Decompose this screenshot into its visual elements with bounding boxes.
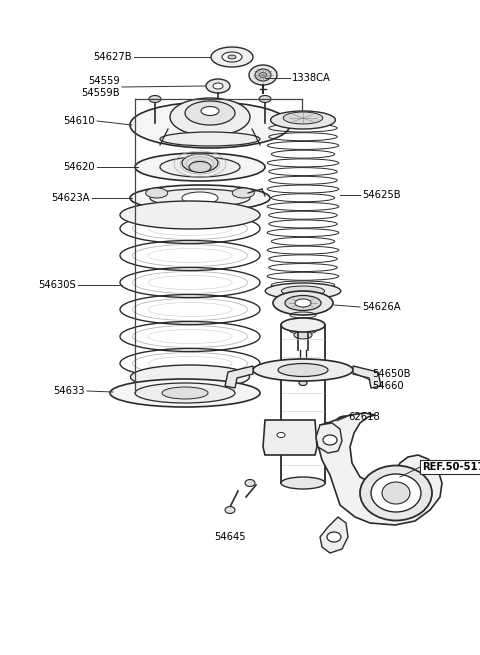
Text: 54625B: 54625B xyxy=(362,190,401,200)
Ellipse shape xyxy=(206,79,230,93)
Ellipse shape xyxy=(265,283,341,299)
Text: 54630S: 54630S xyxy=(38,280,76,290)
Ellipse shape xyxy=(245,479,255,487)
Ellipse shape xyxy=(336,416,354,428)
Ellipse shape xyxy=(182,154,218,172)
Ellipse shape xyxy=(271,111,336,129)
Text: 54623A: 54623A xyxy=(51,193,90,203)
Ellipse shape xyxy=(277,432,285,438)
Text: REF.50-517: REF.50-517 xyxy=(422,462,480,472)
Ellipse shape xyxy=(341,419,349,425)
Ellipse shape xyxy=(294,331,312,339)
Ellipse shape xyxy=(182,192,218,204)
Text: 54645: 54645 xyxy=(214,532,246,542)
Ellipse shape xyxy=(131,365,250,389)
Ellipse shape xyxy=(213,83,223,89)
Text: 54620: 54620 xyxy=(63,162,95,172)
Ellipse shape xyxy=(146,188,168,198)
Ellipse shape xyxy=(382,482,410,504)
Ellipse shape xyxy=(149,96,161,102)
Ellipse shape xyxy=(371,474,421,512)
Polygon shape xyxy=(225,366,253,388)
Ellipse shape xyxy=(255,69,271,81)
Ellipse shape xyxy=(281,477,325,489)
Ellipse shape xyxy=(189,203,211,213)
Ellipse shape xyxy=(135,153,265,181)
Ellipse shape xyxy=(130,102,290,148)
Ellipse shape xyxy=(228,55,236,59)
Ellipse shape xyxy=(249,65,277,85)
Polygon shape xyxy=(318,413,442,525)
Text: 54633: 54633 xyxy=(53,386,85,396)
Ellipse shape xyxy=(189,162,211,172)
Ellipse shape xyxy=(150,189,250,207)
Ellipse shape xyxy=(285,295,321,310)
Ellipse shape xyxy=(360,466,432,521)
Ellipse shape xyxy=(327,532,341,542)
Text: 54627B: 54627B xyxy=(94,52,132,62)
Ellipse shape xyxy=(281,318,325,332)
Ellipse shape xyxy=(273,291,333,315)
Polygon shape xyxy=(263,420,317,455)
Ellipse shape xyxy=(260,73,266,77)
Ellipse shape xyxy=(281,286,324,296)
Ellipse shape xyxy=(201,107,219,115)
Text: 54559
54559B: 54559 54559B xyxy=(82,76,120,98)
Ellipse shape xyxy=(278,364,328,377)
Ellipse shape xyxy=(253,359,353,381)
Ellipse shape xyxy=(162,387,208,399)
Ellipse shape xyxy=(283,112,323,124)
Text: 54610: 54610 xyxy=(63,116,95,126)
Ellipse shape xyxy=(222,52,242,62)
Ellipse shape xyxy=(160,132,260,146)
Polygon shape xyxy=(316,423,342,453)
Text: 62618: 62618 xyxy=(348,412,380,422)
Ellipse shape xyxy=(323,435,337,445)
Ellipse shape xyxy=(299,381,307,386)
Ellipse shape xyxy=(130,185,270,211)
Ellipse shape xyxy=(211,47,253,67)
Ellipse shape xyxy=(160,157,240,177)
Text: 1338CA: 1338CA xyxy=(292,73,331,83)
Polygon shape xyxy=(353,366,381,388)
Ellipse shape xyxy=(185,101,235,125)
Ellipse shape xyxy=(135,383,235,403)
Ellipse shape xyxy=(295,299,311,307)
Ellipse shape xyxy=(110,379,260,407)
Polygon shape xyxy=(320,517,348,553)
Text: 54626A: 54626A xyxy=(362,302,401,312)
Text: 54650B
54660: 54650B 54660 xyxy=(372,369,410,391)
Ellipse shape xyxy=(225,506,235,514)
Ellipse shape xyxy=(232,188,254,198)
Ellipse shape xyxy=(120,201,260,229)
Ellipse shape xyxy=(170,98,250,136)
Ellipse shape xyxy=(259,96,271,102)
